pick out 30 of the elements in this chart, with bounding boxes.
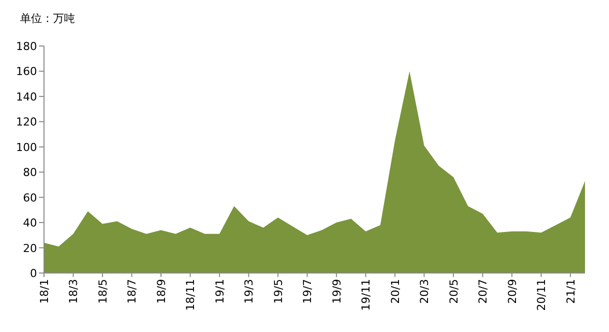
ytick: 120 — [16, 116, 37, 129]
ytick: 80 — [23, 166, 37, 180]
ytick: 0 — [30, 267, 37, 280]
xtick: 18/9 — [154, 279, 168, 304]
xtick: 19/1 — [213, 279, 226, 304]
xtick: 19/11 — [360, 279, 373, 311]
xtick: 21/1 — [564, 279, 578, 304]
xtick: 20/5 — [447, 279, 460, 304]
title: 单位：万吨 — [20, 12, 75, 25]
xtick: 18/7 — [126, 279, 139, 304]
xtick: 19/9 — [330, 279, 344, 304]
ytick: 20 — [23, 242, 37, 255]
ytick: 180 — [16, 40, 37, 53]
ytick: 140 — [16, 90, 37, 104]
xtick: 20/9 — [506, 279, 519, 304]
xtick: 20/11 — [535, 279, 548, 311]
xtick: 18/11 — [184, 279, 198, 311]
xtick: 19/5 — [272, 279, 285, 304]
ytick: 160 — [16, 65, 37, 78]
xtick: 20/3 — [418, 279, 432, 304]
xtick: 20/7 — [476, 279, 490, 304]
xtick: 18/1 — [38, 279, 51, 304]
ytick: 40 — [23, 216, 37, 230]
ytick: 100 — [16, 140, 37, 154]
ytick: 60 — [23, 191, 37, 204]
xtick: 19/3 — [242, 279, 256, 304]
xtick: 20/1 — [388, 279, 402, 304]
xtick: 18/5 — [96, 279, 110, 304]
xtick: 18/3 — [67, 279, 80, 304]
xtick: 19/7 — [301, 279, 314, 304]
